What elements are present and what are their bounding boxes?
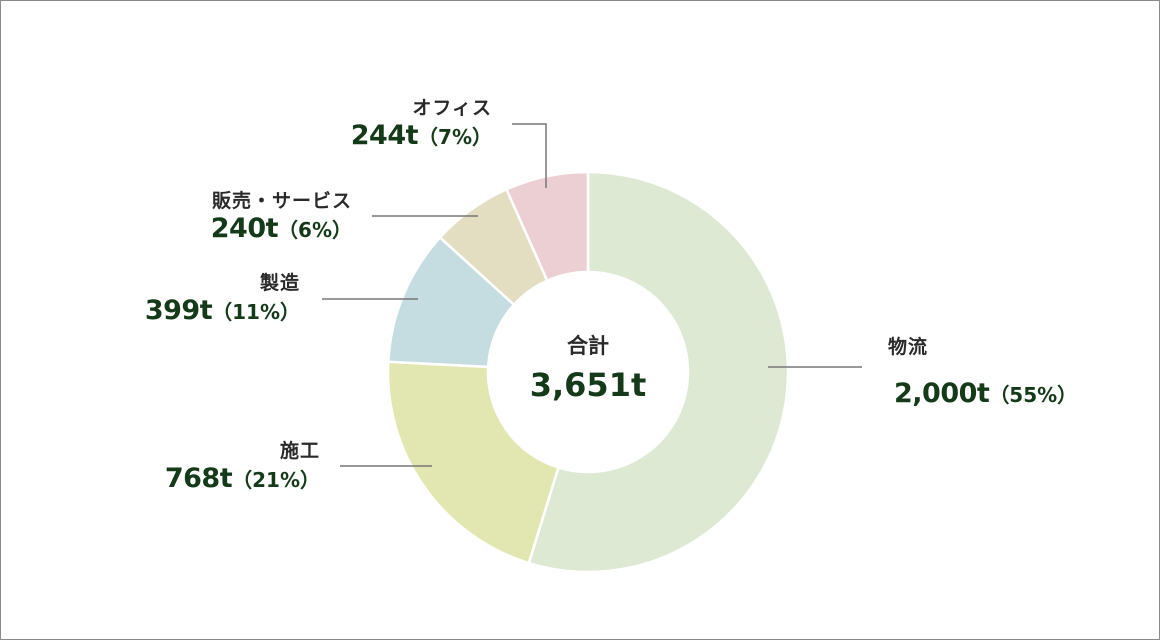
slice-percent: （7%） <box>418 125 492 149</box>
slice-construction <box>386 360 560 565</box>
slice-office <box>504 170 590 283</box>
slice-value: 240t <box>210 213 279 244</box>
slice-value: 244t <box>350 120 419 151</box>
slice-logistics <box>527 170 790 574</box>
slice-percent: （55%） <box>989 383 1078 407</box>
slice-label-logistics: 物流 2,000t（55%） <box>888 332 1077 409</box>
center-total-label: 合計 <box>567 334 609 358</box>
slice-label-sales-service: 販売・サービス 240t（6%） <box>211 186 352 244</box>
slice-value: 2,000t <box>894 378 990 409</box>
center-total: 合計 3,651t <box>488 330 688 404</box>
slice-percent: （11%） <box>212 300 300 324</box>
slice-label-manufacturing: 製造 399t（11%） <box>145 268 300 326</box>
slice-name: 物流 <box>888 336 929 358</box>
slice-value: 399t <box>144 295 213 326</box>
center-total-value: 3,651t <box>529 366 647 404</box>
slice-label-construction: 施工 768t（21%） <box>165 436 320 494</box>
slice-name: オフィス <box>412 97 492 119</box>
slice-label-office: オフィス 244t（7%） <box>351 93 492 151</box>
slice-name: 製造 <box>259 272 300 294</box>
slice-percent: （6%） <box>278 218 352 242</box>
slice-name: 販売・サービス <box>211 190 352 212</box>
slice-percent: （21%） <box>232 468 320 492</box>
slice-value: 768t <box>164 463 233 494</box>
leader-line-office <box>512 123 547 188</box>
slice-name: 施工 <box>279 440 320 462</box>
